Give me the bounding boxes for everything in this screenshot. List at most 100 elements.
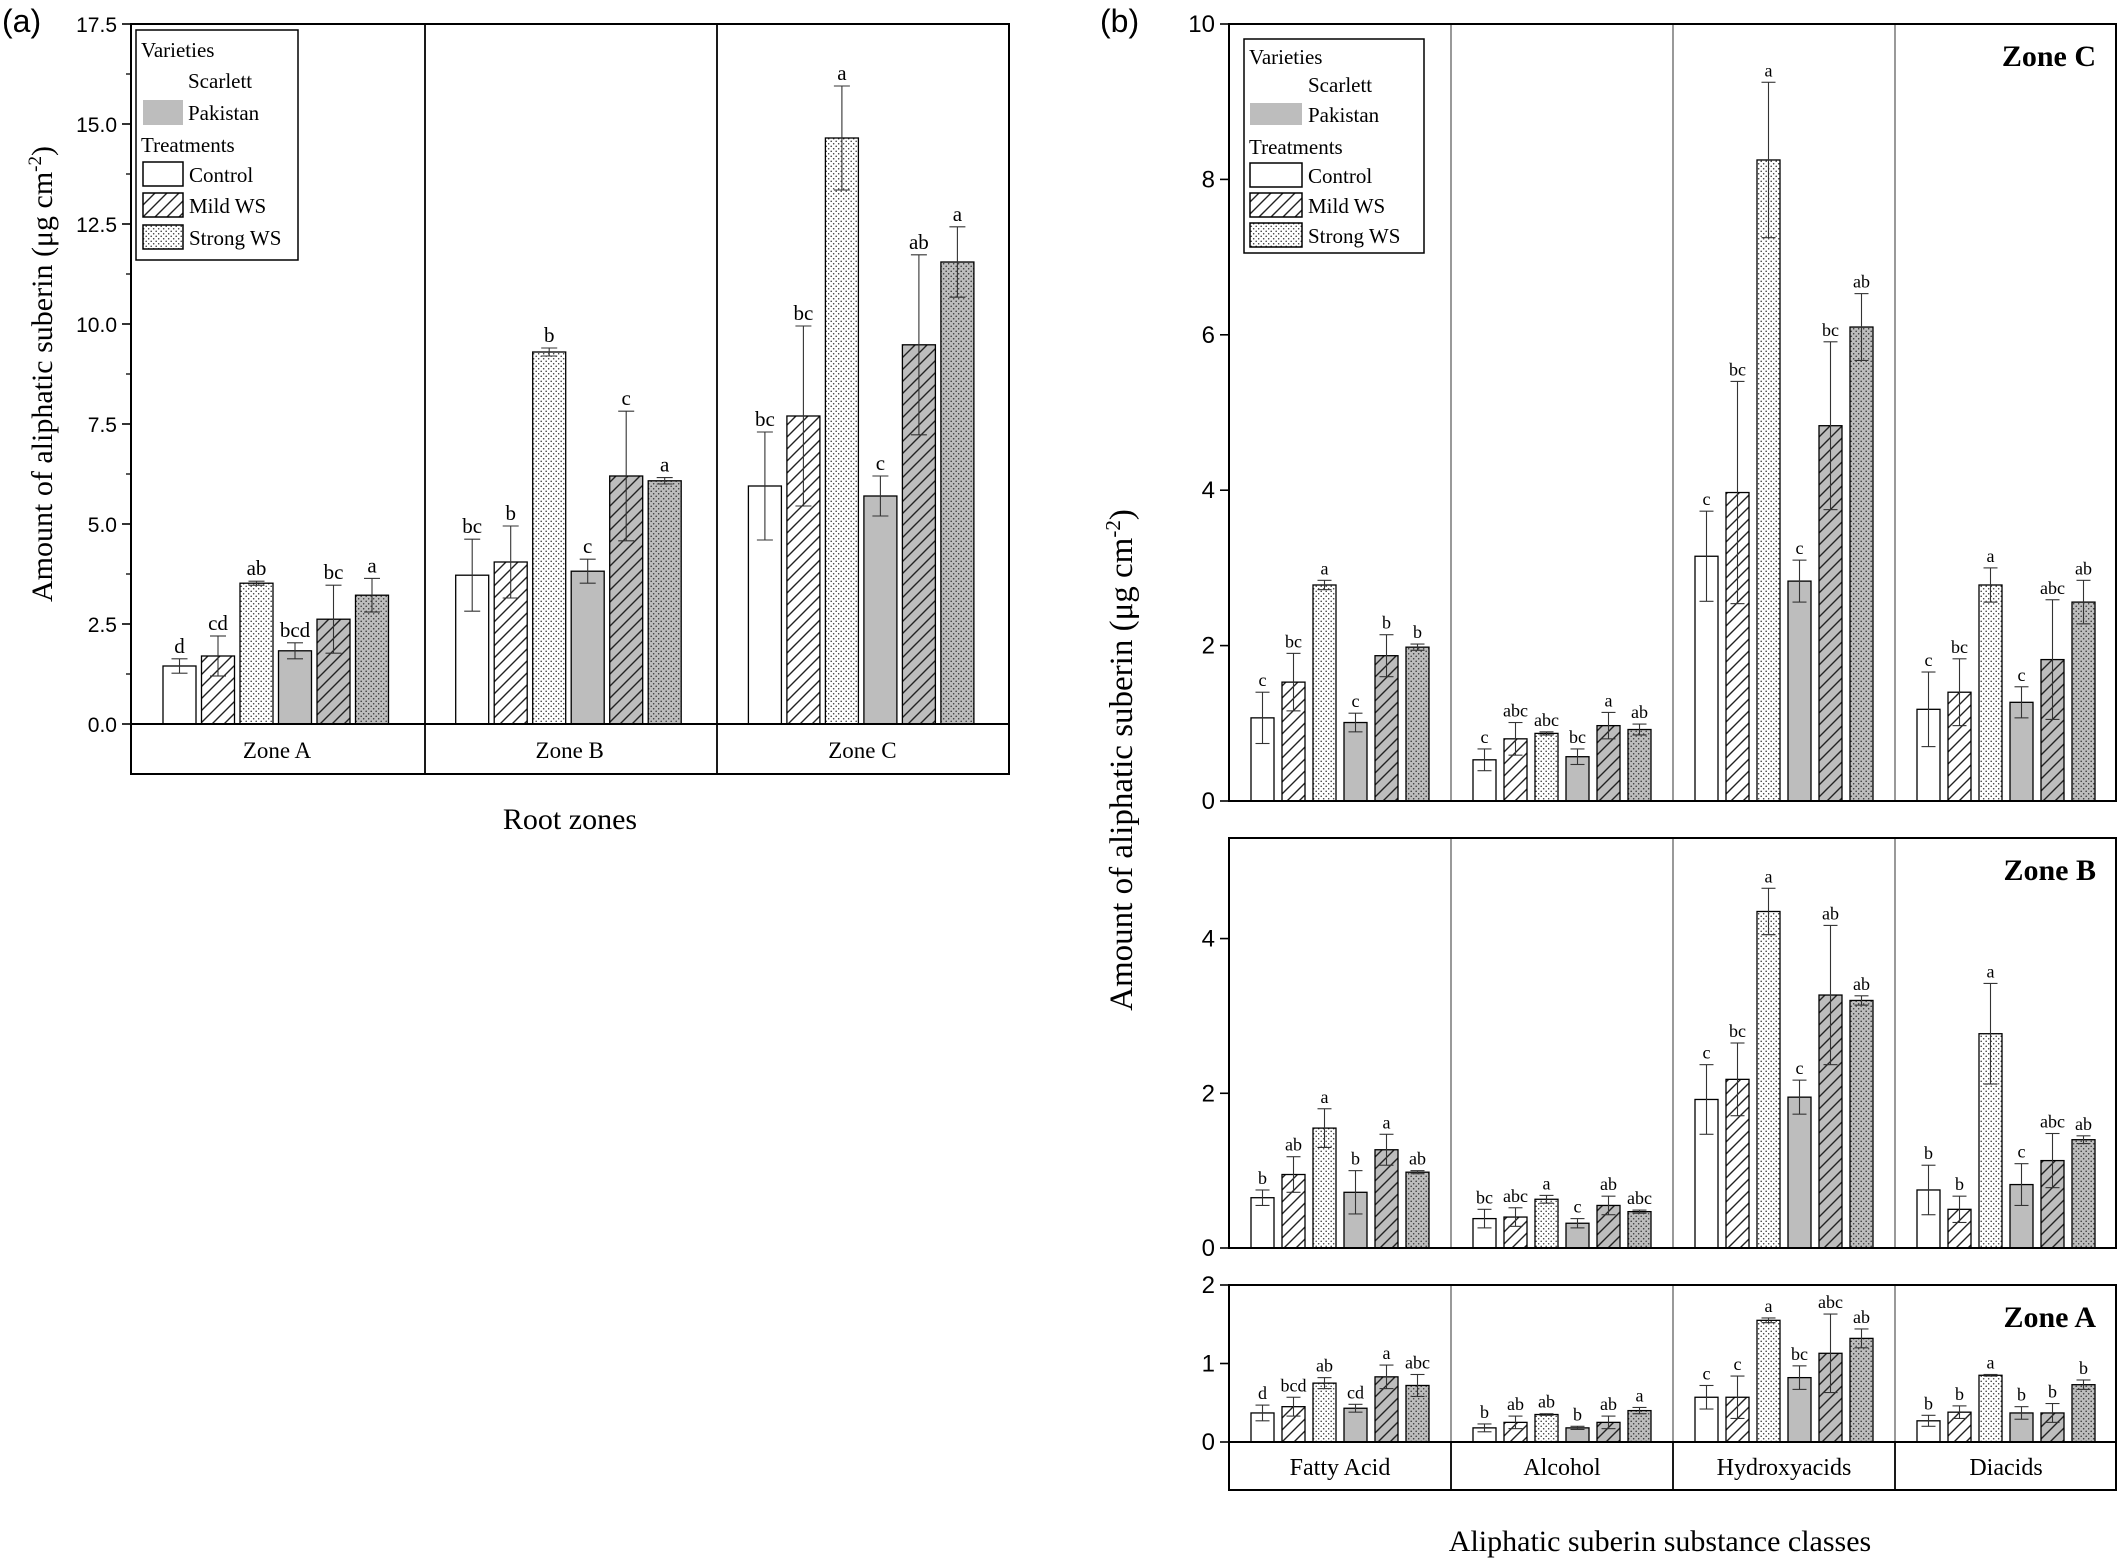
significance-letter: b (1924, 1393, 1933, 1413)
y-tick-label: 0 (1202, 788, 1215, 815)
panel-a-label: (a) (2, 3, 41, 39)
legend-b-label-control: Control (1308, 164, 1372, 188)
y-tick-label: 5.0 (88, 514, 117, 537)
legend-b-label-pakistan: Pakistan (1308, 103, 1380, 127)
significance-letter: bc (1729, 1021, 1746, 1041)
bar-scarlett-strong-ws (1978, 584, 2003, 802)
panel-a-category-labels: Zone A Zone B Zone C (243, 738, 897, 763)
y-tick-label: 2 (1202, 633, 1215, 660)
significance-letter: d (174, 634, 185, 658)
bar-scarlett-strong-ws (532, 351, 567, 725)
significance-letter: bc (1569, 727, 1586, 747)
y-tick-label: 1 (1202, 1351, 1215, 1378)
significance-letter: a (1765, 60, 1773, 80)
bar-pakistan-strong-ws (1405, 1171, 1430, 1249)
category-label: Zone B (536, 738, 604, 763)
significance-letter: b (2079, 1358, 2088, 1378)
panel-a-y-title-tail: ) (26, 146, 59, 156)
zone-c-frame (1228, 23, 2117, 802)
y-tick-label: 4 (1202, 477, 1215, 504)
significance-letter: c (1352, 691, 1360, 711)
significance-letter: a (367, 553, 377, 577)
significance-letter: ab (1600, 1174, 1617, 1194)
category-label: Alcohol (1523, 1455, 1601, 1481)
bar-scarlett-strong-ws (1978, 1374, 2003, 1443)
panel-a-y-axis-title: Amount of aliphatic suberin (μg cm-2) (25, 146, 59, 602)
panel-a-y-axis: 0.0 2.5 5.0 7.5 10.0 12.5 15.0 17.5 (76, 14, 131, 737)
significance-letter: c (1481, 727, 1489, 747)
y-tick-label: 2 (1202, 1080, 1215, 1107)
significance-letter: c (2018, 1142, 2026, 1162)
y-tick-label: 0 (1202, 1235, 1215, 1262)
legend-b-swatch-pakistan (1250, 103, 1302, 125)
y-tick-label: 6 (1202, 322, 1215, 349)
panel-b-legend: Varieties Scarlett Pakistan Treatments C… (1243, 38, 1425, 254)
significance-letter: bcd (280, 618, 311, 642)
significance-letter: a (1987, 546, 1995, 566)
significance-letter: bc (462, 514, 482, 538)
bar-pakistan-strong-ws (354, 594, 390, 725)
significance-letter: abc (1627, 1188, 1652, 1208)
category-label: Zone C (828, 738, 896, 763)
significance-letter: b (1351, 1149, 1360, 1169)
significance-letter: b (1573, 1404, 1582, 1424)
significance-letter: a (1321, 558, 1329, 578)
bar-scarlett-strong-ws (824, 137, 860, 725)
significance-letter: c (1574, 1197, 1582, 1217)
bar-pakistan-control (1787, 580, 1812, 802)
significance-letter: bc (755, 407, 775, 431)
significance-letter: b (1382, 613, 1391, 633)
bar-scarlett-strong-ws (1312, 1382, 1337, 1443)
bar-pakistan-control (863, 495, 898, 725)
legend-b-label-mild-ws: Mild WS (1308, 194, 1385, 218)
significance-letter: c (1703, 1043, 1711, 1063)
significance-letter: d (1258, 1383, 1267, 1403)
significance-letter: bc (793, 301, 813, 325)
significance-letter: bc (1285, 631, 1302, 651)
significance-letter: a (953, 202, 963, 226)
legend-label-pakistan: Pakistan (188, 101, 260, 125)
legend-label-mild-ws: Mild WS (189, 194, 266, 218)
category-label: Zone A (243, 738, 312, 763)
bar-pakistan-control (277, 650, 313, 725)
significance-letter: abc (1534, 710, 1559, 730)
bar-pakistan-strong-ws (1849, 326, 1874, 802)
bar-pakistan-control (1787, 1096, 1812, 1249)
panel-b-y-axes: 0 2 4 6 8 10 0 2 4 0 1 2 (1188, 11, 1229, 1456)
significance-letter: a (1765, 1296, 1773, 1316)
y-tick-label: 12.5 (76, 214, 117, 237)
significance-letter: ab (1538, 1392, 1555, 1412)
significance-letter: b (1955, 1174, 1964, 1194)
y-tick-label: 17.5 (76, 14, 117, 37)
bar-scarlett-strong-ws (1312, 584, 1337, 802)
significance-letter: a (1987, 1352, 1995, 1372)
bar-pakistan-strong-ws (2071, 601, 2096, 802)
significance-letter: bcd (1281, 1375, 1307, 1395)
significance-letter: c (1703, 1363, 1711, 1383)
y-tick-label: 4 (1202, 926, 1215, 953)
legend-swatch-control (142, 161, 184, 187)
significance-letter: b (544, 323, 555, 347)
bar-scarlett-strong-ws (1756, 1319, 1781, 1443)
significance-letter: a (1987, 961, 1995, 981)
bar-pakistan-strong-ws (1627, 1409, 1652, 1443)
panel-b-y-title-main: Amount of aliphatic suberin (μg cm (1104, 537, 1140, 1010)
significance-letter: ab (1822, 903, 1839, 923)
significance-letter: b (505, 501, 516, 525)
panel-b-label: (b) (1100, 3, 1139, 39)
significance-letter: c (1259, 670, 1267, 690)
significance-letter: ab (1507, 1394, 1524, 1414)
zone-b-frame (1228, 837, 2117, 1249)
significance-letter: a (1321, 1087, 1329, 1107)
y-tick-label: 15.0 (76, 114, 117, 137)
y-tick-label: 8 (1202, 166, 1215, 193)
bar-pakistan-strong-ws (1405, 646, 1430, 802)
panel-b-x-axis-title: Aliphatic suberin substance classes (1449, 1525, 1871, 1558)
significance-letter: ab (1631, 702, 1648, 722)
significance-letter: b (1413, 622, 1422, 642)
significance-letter: bc (1476, 1187, 1493, 1207)
significance-letter: a (1383, 1343, 1391, 1363)
significance-letter: ab (247, 556, 267, 580)
